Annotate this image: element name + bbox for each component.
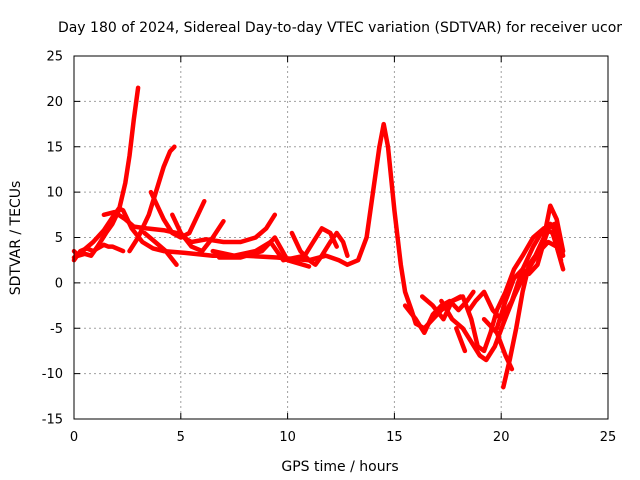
- y-tick-label: -5: [50, 322, 63, 337]
- x-tick-label: 15: [386, 430, 403, 445]
- x-tick-label: 5: [177, 430, 185, 445]
- series-arc-8: [170, 212, 226, 254]
- x-tick-label: 0: [70, 430, 78, 445]
- x-tick-label: 20: [493, 430, 510, 445]
- y-tick-label: 5: [55, 231, 63, 246]
- y-tick-label: 0: [55, 276, 63, 291]
- series-arc-15: [454, 326, 468, 354]
- series-arc-5: [127, 144, 177, 254]
- series-arc-16: [466, 221, 566, 322]
- series-arc-6: [148, 189, 207, 240]
- y-tick-label: -10: [42, 367, 63, 382]
- series-arc-12: [402, 289, 476, 336]
- series-arc-2: [71, 85, 141, 258]
- x-tick-label: 10: [279, 430, 296, 445]
- series-arc-10: [216, 235, 312, 269]
- y-axis-label: SDTVAR / TECUs: [8, 181, 24, 296]
- series-arc-9: [210, 226, 339, 263]
- series-arc-19: [501, 203, 566, 390]
- y-tick-label: 25: [46, 50, 63, 65]
- chart-title: Day 180 of 2024, Sidereal Day-to-day VTE…: [58, 20, 622, 36]
- y-tick-label: 15: [46, 140, 63, 155]
- y-tick-label: 10: [46, 186, 63, 201]
- y-tick-label: 20: [46, 95, 63, 110]
- x-tick-label: 25: [600, 430, 617, 445]
- axis-ticks: 0 5 10 15 20 25 -15 -10 -5 0 5 10 15 20 25: [42, 50, 617, 446]
- series-arc-7: [142, 230, 179, 267]
- series-arc-11: [289, 230, 350, 267]
- series-arc-13: [419, 294, 463, 322]
- y-tick-label: -15: [42, 413, 63, 428]
- series-group: [71, 85, 566, 390]
- x-axis-label: GPS time / hours: [281, 459, 398, 475]
